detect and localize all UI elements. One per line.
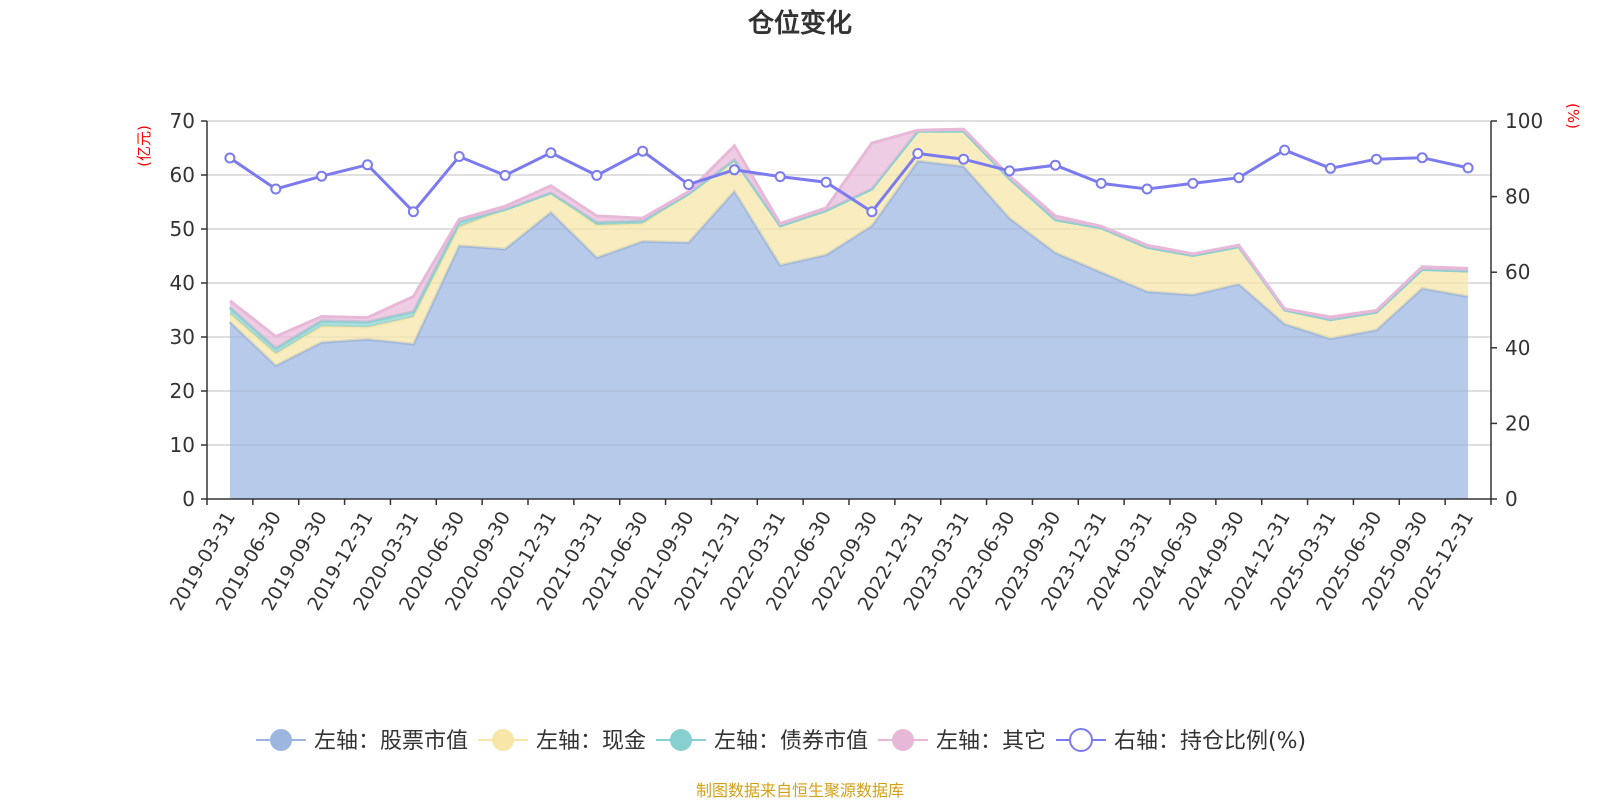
position-ratio-point: [407, 206, 419, 218]
legend-label: 左轴：现金: [536, 729, 646, 754]
position-ratio-point: [1370, 153, 1382, 165]
position-ratio-point: [224, 152, 236, 164]
position-ratio-point: [728, 164, 740, 176]
position-ratio-point: [1187, 177, 1199, 189]
position-ratio-point: [866, 206, 878, 218]
position-ratio-point: [499, 169, 511, 181]
right-axis-unit: (%): [1564, 103, 1582, 129]
position-ratio-point: [1279, 144, 1291, 156]
left-axis-tick-label: 30: [170, 325, 195, 349]
left-axis-tick-label: 70: [170, 109, 195, 133]
position-ratio-point: [453, 151, 465, 162]
position-ratio-point: [1095, 177, 1107, 189]
legend-item: 左轴：其它: [878, 729, 1046, 754]
position-ratio-point: [316, 170, 328, 182]
left-axis-unit: (亿元): [135, 125, 153, 167]
left-axis-tick-label: 20: [170, 379, 195, 403]
legend-marker: [270, 729, 292, 751]
position-ratio-point: [912, 148, 924, 159]
chart-title: 仓位变化: [747, 8, 852, 39]
right-axis-tick-label: 60: [1505, 260, 1530, 284]
right-axis-tick-label: 40: [1505, 336, 1530, 360]
area-series-1: [229, 161, 1469, 499]
legend-marker: [492, 729, 514, 751]
legend-label: 左轴：股票市值: [314, 729, 468, 754]
right-axis-tick-label: 100: [1505, 109, 1543, 133]
data-source-footer: 制图数据来自恒生聚源数据库: [696, 781, 904, 800]
position-ratio-line: [229, 148, 1469, 214]
position-ratio-point: [1462, 162, 1474, 174]
position-ratio-point: [1416, 152, 1428, 164]
legend-item: 左轴：股票市值: [256, 729, 468, 754]
right-axis-tick-label: 80: [1505, 185, 1530, 209]
position-ratio-point: [683, 179, 694, 190]
legend-marker: [1069, 728, 1093, 752]
legend-item: 左轴：债券市值: [656, 729, 868, 754]
position-ratio-point: [958, 153, 970, 165]
left-axis-tick-label: 60: [170, 163, 195, 187]
position-ratio-point: [1049, 159, 1061, 171]
position-ratio-point: [270, 183, 282, 195]
right-axis-tick-label: 20: [1505, 411, 1530, 435]
position-ratio-point: [1233, 172, 1245, 184]
position-ratio-point: [820, 176, 832, 188]
left-axis-tick-label: 50: [170, 217, 195, 241]
position-ratio-point: [774, 171, 786, 183]
area-layer: [228, 127, 1469, 499]
position-ratio-point: [1325, 162, 1336, 174]
area-edge-series-4: [228, 127, 1469, 339]
position-ratio-point: [545, 147, 557, 159]
legend-label: 右轴：持仓比例(%): [1114, 729, 1306, 754]
legend-item: 左轴：现金: [478, 729, 646, 754]
right-axis-tick-label: 0: [1505, 487, 1518, 511]
position-ratio-point: [591, 169, 603, 181]
legend: 左轴：股票市值 左轴：现金 左轴：债券市值 左轴：其它 右轴：持仓比例(%): [256, 728, 1306, 754]
legend-label: 左轴：债券市值: [714, 729, 868, 754]
left-axis-tick-label: 10: [170, 433, 195, 457]
position-ratio-point: [637, 145, 649, 157]
legend-marker: [892, 729, 914, 751]
left-axis-tick-label: 0: [182, 487, 195, 511]
position-ratio-point: [1141, 183, 1153, 195]
position-ratio-point: [1004, 165, 1015, 177]
legend-item: 右轴：持仓比例(%): [1056, 728, 1306, 754]
legend-label: 左轴：其它: [936, 729, 1046, 754]
legend-marker: [670, 729, 692, 751]
line-layer: [224, 144, 1474, 218]
position-ratio-point: [362, 159, 373, 171]
left-axis-tick-label: 40: [170, 271, 195, 295]
